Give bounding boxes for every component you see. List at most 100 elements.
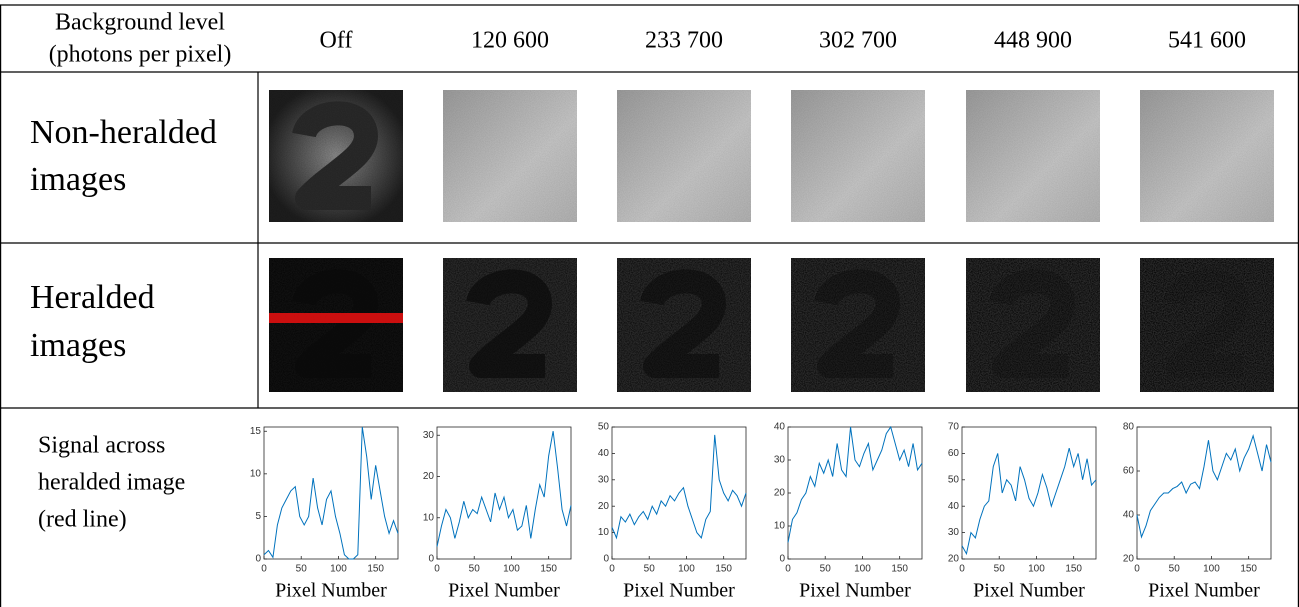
x-tick-label: 150 bbox=[540, 564, 557, 575]
image-noise bbox=[269, 90, 403, 222]
row-label: Heralded bbox=[30, 279, 155, 316]
x-axis-label: Pixel Number bbox=[275, 580, 387, 602]
y-tick-label: 40 bbox=[1123, 510, 1135, 521]
y-tick-label: 60 bbox=[948, 448, 960, 459]
y-tick-label: 50 bbox=[948, 474, 960, 485]
plot-frame bbox=[1136, 426, 1272, 560]
y-tick-label: 30 bbox=[598, 474, 610, 485]
x-tick-label: 100 bbox=[503, 564, 520, 575]
image-noise bbox=[791, 258, 925, 392]
x-tick-label: 100 bbox=[854, 564, 871, 575]
y-tick-label: 20 bbox=[1123, 554, 1135, 565]
signal-line bbox=[611, 434, 747, 540]
plot-frame bbox=[436, 426, 572, 560]
x-tick-label: 100 bbox=[678, 564, 695, 575]
y-tick-label: 30 bbox=[774, 455, 786, 466]
plot-frame bbox=[961, 426, 1097, 560]
y-tick-label: 40 bbox=[598, 448, 610, 459]
signal-line bbox=[961, 448, 1097, 556]
image-noise bbox=[1140, 90, 1274, 222]
column-header: 120 600 bbox=[471, 28, 549, 54]
x-tick-label: 0 bbox=[434, 564, 440, 575]
column-header: 541 600 bbox=[1168, 28, 1246, 54]
x-axis-label: Pixel Number bbox=[623, 580, 735, 602]
image-noise bbox=[791, 90, 925, 222]
image-digit bbox=[989, 269, 1075, 378]
x-axis-label: Pixel Number bbox=[1148, 580, 1260, 602]
signal-line bbox=[263, 426, 399, 560]
image-digit bbox=[1163, 269, 1249, 378]
heralded-image bbox=[443, 258, 577, 392]
y-tick-label: 80 bbox=[1123, 422, 1135, 433]
x-tick-label: 50 bbox=[296, 564, 308, 575]
y-tick-label: 0 bbox=[603, 554, 609, 565]
image-digit bbox=[814, 269, 900, 378]
signal-line bbox=[787, 425, 923, 543]
row-label: images bbox=[30, 161, 126, 198]
x-tick-label: 0 bbox=[959, 564, 965, 575]
heralded-image bbox=[791, 258, 925, 392]
non-heralded-image bbox=[1140, 90, 1274, 222]
image-noise bbox=[1140, 258, 1274, 392]
x-tick-label: 50 bbox=[469, 564, 481, 575]
x-tick-label: 100 bbox=[1203, 564, 1220, 575]
signal-line bbox=[436, 431, 572, 547]
heralded-image bbox=[269, 258, 403, 392]
y-tick-label: 70 bbox=[948, 422, 960, 433]
y-tick-label: 15 bbox=[250, 426, 262, 437]
row-label: Signal across bbox=[38, 433, 165, 459]
y-tick-label: 10 bbox=[598, 527, 610, 538]
image-digit bbox=[640, 269, 726, 378]
y-tick-label: 20 bbox=[948, 554, 960, 565]
column-header: 448 900 bbox=[994, 28, 1072, 54]
y-tick-label: 50 bbox=[598, 422, 610, 433]
x-tick-label: 150 bbox=[367, 564, 384, 575]
y-tick-label: 30 bbox=[948, 527, 960, 538]
x-axis-label: Pixel Number bbox=[448, 580, 560, 602]
image-noise bbox=[617, 90, 751, 222]
y-tick-label: 30 bbox=[423, 430, 435, 441]
heralded-image bbox=[617, 258, 751, 392]
x-tick-label: 150 bbox=[891, 564, 908, 575]
column-header: 302 700 bbox=[819, 28, 897, 54]
y-tick-label: 10 bbox=[774, 521, 786, 532]
non-heralded-image bbox=[791, 90, 925, 222]
row-label: Non-heralded bbox=[30, 114, 217, 151]
y-tick-label: 10 bbox=[250, 468, 262, 479]
plot-frame bbox=[787, 426, 923, 560]
row-label: heralded image bbox=[38, 470, 185, 496]
y-tick-label: 0 bbox=[428, 554, 434, 565]
row-label: (red line) bbox=[38, 507, 127, 533]
signal-line bbox=[1136, 434, 1272, 539]
x-tick-label: 0 bbox=[1134, 564, 1140, 575]
image-digit bbox=[292, 269, 378, 378]
corner-label: Background level bbox=[55, 10, 225, 36]
y-tick-label: 40 bbox=[774, 422, 786, 433]
x-tick-label: 150 bbox=[715, 564, 732, 575]
x-tick-label: 50 bbox=[644, 564, 656, 575]
x-tick-label: 150 bbox=[1240, 564, 1257, 575]
y-tick-label: 20 bbox=[774, 488, 786, 499]
x-tick-label: 150 bbox=[1065, 564, 1082, 575]
non-heralded-image bbox=[966, 90, 1100, 222]
row-label: images bbox=[30, 327, 126, 364]
x-tick-label: 50 bbox=[994, 564, 1006, 575]
y-tick-label: 5 bbox=[255, 511, 261, 522]
y-tick-label: 10 bbox=[423, 512, 435, 523]
y-tick-label: 20 bbox=[423, 471, 435, 482]
image-noise bbox=[966, 258, 1100, 392]
image-digit bbox=[466, 269, 552, 378]
x-tick-label: 0 bbox=[261, 564, 267, 575]
heralded-image bbox=[1140, 258, 1274, 392]
image-noise bbox=[966, 90, 1100, 222]
x-tick-label: 100 bbox=[1028, 564, 1045, 575]
x-axis-label: Pixel Number bbox=[799, 580, 911, 602]
x-tick-label: 0 bbox=[609, 564, 615, 575]
corner-label: (photons per pixel) bbox=[49, 42, 232, 68]
non-heralded-image bbox=[443, 90, 577, 222]
y-tick-label: 0 bbox=[255, 554, 261, 565]
y-tick-label: 40 bbox=[948, 501, 960, 512]
x-tick-label: 100 bbox=[330, 564, 347, 575]
heralded-image bbox=[966, 258, 1100, 392]
y-tick-label: 60 bbox=[1123, 466, 1135, 477]
